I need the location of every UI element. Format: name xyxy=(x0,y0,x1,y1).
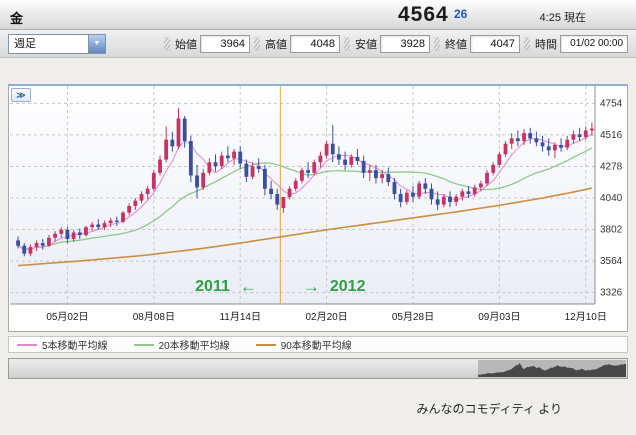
svg-text:4278: 4278 xyxy=(600,161,623,172)
legend-item-ma20: 20本移動平均線 xyxy=(133,337,230,352)
svg-text:11月14日: 11月14日 xyxy=(219,311,261,323)
year-right-label: 2012 xyxy=(329,278,366,295)
left-arrow-icon: ← xyxy=(239,277,257,296)
toolbar: 週足 ▼ 始値 3964 高値 4048 安値 3928 xyxy=(0,30,636,58)
high-value: 4048 xyxy=(290,34,340,53)
field-separator xyxy=(524,36,530,51)
field-low: 安値 3928 xyxy=(344,34,430,53)
year-annotation: 2011 ← → 2012 xyxy=(195,277,365,297)
dropdown-button[interactable]: ▼ xyxy=(88,34,105,53)
chart-legend: 5本移動平均線 20本移動平均線 90本移動平均線 xyxy=(8,336,628,353)
open-label: 始値 xyxy=(175,38,197,51)
field-time: 時間 01/02 00:00 xyxy=(524,34,628,53)
svg-text:02月20日: 02月20日 xyxy=(305,311,347,323)
candlestick-chart[interactable]: 4754 4516 4278 4040 3802 3564 3326 05月02日 08月08日… xyxy=(9,86,627,331)
price-value: 4564 xyxy=(398,3,449,26)
year-left-label: 2011 xyxy=(195,278,230,295)
expand-button[interactable]: ≫ xyxy=(11,88,31,102)
close-label: 終値 xyxy=(445,38,467,51)
high-label: 高値 xyxy=(265,38,287,51)
svg-text:4516: 4516 xyxy=(600,130,623,141)
minimap-svg[interactable] xyxy=(478,360,626,377)
svg-text:3802: 3802 xyxy=(600,225,623,236)
close-value: 4047 xyxy=(470,34,520,53)
time-field-label: 時間 xyxy=(535,38,557,51)
svg-text:05月28日: 05月28日 xyxy=(392,311,434,323)
svg-text:3564: 3564 xyxy=(600,256,623,267)
time-field-value: 01/02 00:00 xyxy=(560,34,628,53)
field-high: 高値 4048 xyxy=(254,34,340,53)
quote-fields: 始値 3964 高値 4048 安値 3928 終値 4047 時間 0 xyxy=(164,34,628,53)
svg-text:08月08日: 08月08日 xyxy=(133,311,175,323)
ma90-line-swatch xyxy=(255,343,276,346)
field-separator xyxy=(344,36,350,51)
open-value: 3964 xyxy=(200,34,250,53)
svg-text:4754: 4754 xyxy=(600,98,623,109)
ma20-legend-label: 20本移動平均線 xyxy=(158,341,230,352)
ma5-legend-label: 5本移動平均線 xyxy=(42,341,108,352)
ma20-line-swatch xyxy=(133,343,154,346)
price-change: 26 xyxy=(454,7,468,21)
header-bar: 金 4564 26 4:25 現在 xyxy=(0,0,636,30)
low-value: 3928 xyxy=(380,34,430,53)
field-separator xyxy=(164,36,170,51)
legend-item-ma90: 90本移動平均線 xyxy=(255,337,352,352)
timeframe-select[interactable]: 週足 ▼ xyxy=(8,33,106,54)
field-open: 始値 3964 xyxy=(164,34,250,53)
time-label: 4:25 現在 xyxy=(539,12,586,24)
field-close: 終値 4047 xyxy=(434,34,520,53)
legend-item-ma5: 5本移動平均線 xyxy=(17,337,108,352)
low-label: 安値 xyxy=(355,38,377,51)
field-separator xyxy=(434,36,440,51)
chevron-down-icon: ▼ xyxy=(93,40,101,47)
ma90-legend-label: 90本移動平均線 xyxy=(280,341,352,352)
svg-text:05月02日: 05月02日 xyxy=(46,311,88,323)
svg-text:09月03日: 09月03日 xyxy=(478,311,520,323)
chart-scrollbar[interactable] xyxy=(8,358,628,379)
svg-text:12月10日: 12月10日 xyxy=(565,311,607,323)
ma5-line-swatch xyxy=(17,343,37,346)
field-separator xyxy=(254,36,260,51)
timeframe-value: 週足 xyxy=(14,37,36,50)
chart-panel: 4754 4516 4278 4040 3802 3564 3326 05月02日 08月08日… xyxy=(8,84,628,332)
right-arrow-icon: → xyxy=(302,277,320,296)
svg-text:3326: 3326 xyxy=(600,288,623,299)
credit-text: みんなのコモディティ より xyxy=(416,402,562,416)
svg-text:4040: 4040 xyxy=(600,193,623,204)
instrument-name: 金 xyxy=(10,11,24,26)
